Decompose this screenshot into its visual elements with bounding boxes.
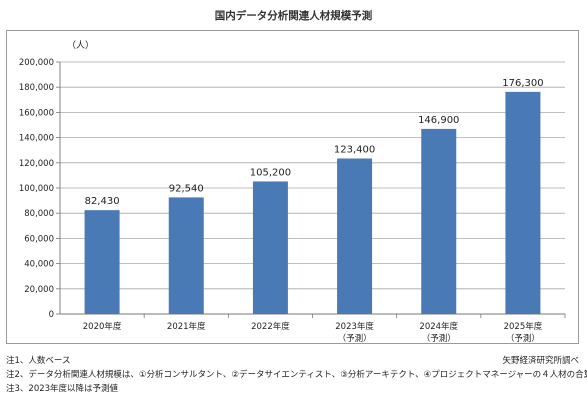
bar-2024年度: [421, 128, 457, 314]
x-tick-sublabel: （予測）: [338, 333, 372, 343]
data-label: 92,540: [169, 183, 204, 194]
x-tick-label: 2021年度: [167, 321, 206, 332]
x-tick-label: 2020年度: [83, 321, 122, 332]
note-2: 注2、データ分析関連人材規模は、①分析コンサルタント、②データサイエンティスト、…: [6, 370, 587, 380]
labels: 0 20,000 40,000 60,000 80,000 100,000 120,000 1…: [19, 58, 544, 343]
x-tick-label: 2024年度: [419, 321, 458, 332]
y-tick-label: 140,000: [19, 134, 54, 144]
data-label: 146,900: [418, 115, 459, 126]
y-tick-label: 20,000: [24, 285, 54, 295]
data-label: 82,430: [85, 196, 120, 207]
x-tick-label: 2023年度: [335, 321, 374, 332]
bars: [84, 91, 541, 314]
y-tick-label: 120,000: [19, 159, 54, 169]
bar-2022年度: [252, 181, 288, 314]
x-tick-sublabel: （予測）: [422, 333, 456, 343]
chart-title: 国内データ分析関連人材規模予測: [214, 10, 373, 22]
x-tick-sublabel: （予測）: [506, 333, 540, 343]
y-unit-label: （人）: [67, 40, 94, 51]
y-tick-label: 160,000: [19, 108, 54, 118]
data-label: 176,300: [502, 78, 543, 89]
y-tick-label: 0: [49, 310, 54, 320]
data-label: 123,400: [334, 145, 375, 156]
x-tick-label: 2025年度: [504, 321, 543, 332]
axes: [56, 61, 566, 318]
gridlines: [60, 61, 565, 290]
note-1: 注1、人数ベース: [6, 356, 71, 366]
bar-2020年度: [84, 210, 120, 314]
source-note: 矢野経済研究所調べ: [502, 356, 579, 366]
y-tick-label: 100,000: [19, 184, 54, 194]
y-tick-label: 180,000: [19, 83, 54, 93]
note-3: 注3、2023年度以降は予測値: [6, 384, 119, 394]
data-label: 105,200: [250, 167, 291, 178]
bar-chart: 0 20,000 40,000 60,000 80,000 100,000 120,000 1…: [19, 40, 566, 343]
chart-frame: 0 20,000 40,000 60,000 80,000 100,000 120,000 1…: [6, 30, 579, 344]
x-tick-label: 2022年度: [251, 321, 290, 332]
bar-2021年度: [168, 197, 204, 314]
bar-2025年度: [505, 91, 541, 314]
y-tick-label: 200,000: [19, 58, 54, 68]
y-tick-label: 40,000: [24, 260, 54, 270]
y-tick-label: 60,000: [24, 234, 54, 244]
bar-2023年度: [337, 158, 373, 314]
y-tick-label: 80,000: [24, 209, 54, 219]
